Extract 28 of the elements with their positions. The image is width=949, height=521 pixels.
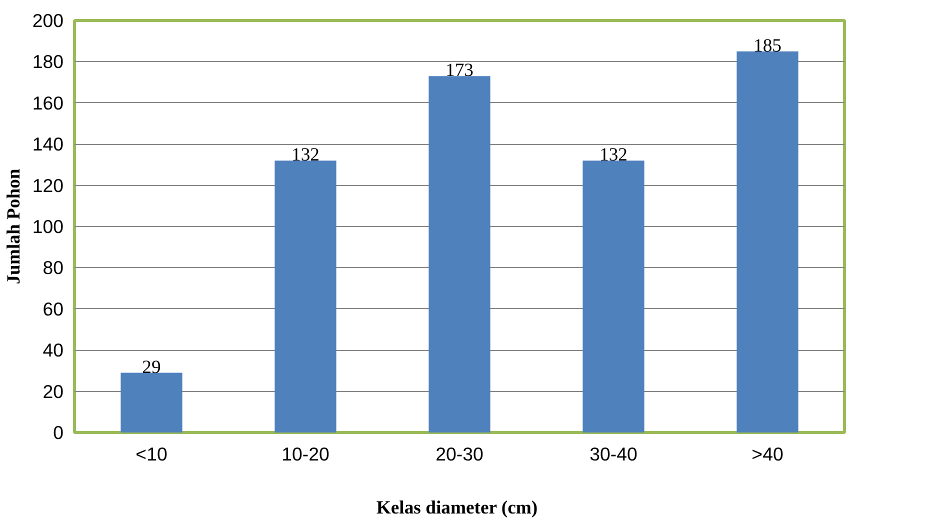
y-tick-label: 60 <box>42 298 64 320</box>
data-label: 132 <box>600 144 628 166</box>
y-tick-label: 160 <box>32 92 64 114</box>
y-tick-label: 200 <box>32 10 64 31</box>
data-label: 132 <box>292 144 320 166</box>
bar <box>120 372 182 432</box>
data-label: 173 <box>446 60 474 82</box>
data-label: 29 <box>142 356 161 378</box>
x-tick-label: >40 <box>752 444 784 464</box>
x-tick-label: 20-30 <box>436 444 484 464</box>
x-axis-title: Kelas diameter (cm) <box>376 498 538 518</box>
y-tick-label: 0 <box>53 422 64 443</box>
y-tick-label: 20 <box>42 380 64 402</box>
y-tick-label: 80 <box>42 257 64 278</box>
y-tick-label: 180 <box>32 51 64 72</box>
y-axis-title: Jumlah Pohon <box>3 168 24 284</box>
y-tick-label: 140 <box>32 134 64 155</box>
bar <box>428 76 490 432</box>
bar <box>582 160 644 432</box>
y-tick-label: 120 <box>32 174 64 196</box>
data-label: 185 <box>754 35 782 56</box>
x-tick-label: 10-20 <box>282 444 330 464</box>
x-tick-label: 30-40 <box>590 444 638 464</box>
y-tick-label: 100 <box>32 216 64 237</box>
y-tick-label: 40 <box>42 340 64 361</box>
bar <box>736 51 798 432</box>
x-tick-label: <10 <box>136 444 168 464</box>
bar <box>274 160 336 432</box>
